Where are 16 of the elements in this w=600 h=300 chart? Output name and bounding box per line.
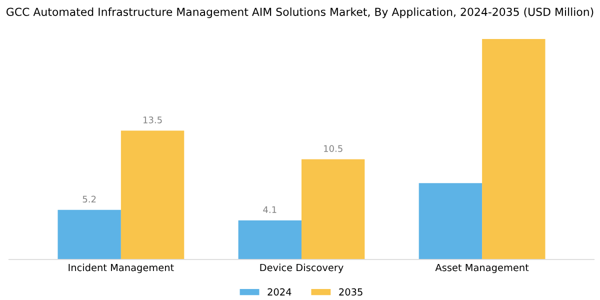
x-tick-label: Incident Management xyxy=(68,264,174,274)
bar xyxy=(302,159,365,260)
data-label: 4.1 xyxy=(263,206,276,213)
legend-label: 2035 xyxy=(339,288,362,296)
data-label: 5.2 xyxy=(82,196,96,203)
x-tick-label: Asset Management xyxy=(435,264,529,274)
data-label: 10.5 xyxy=(324,145,342,152)
bar xyxy=(482,39,546,260)
chart-title: GCC Automated Infrastructure Management AIM Solutions Market, By Application, 2024-2035 (USD Million) xyxy=(6,8,594,18)
bar xyxy=(58,210,121,260)
legend-label: 2024 xyxy=(268,288,292,296)
bar xyxy=(120,130,184,260)
data-label: 13.5 xyxy=(143,116,162,124)
x-tick-label: Device Discovery xyxy=(260,264,344,274)
bar xyxy=(418,183,482,260)
bar xyxy=(238,220,302,260)
